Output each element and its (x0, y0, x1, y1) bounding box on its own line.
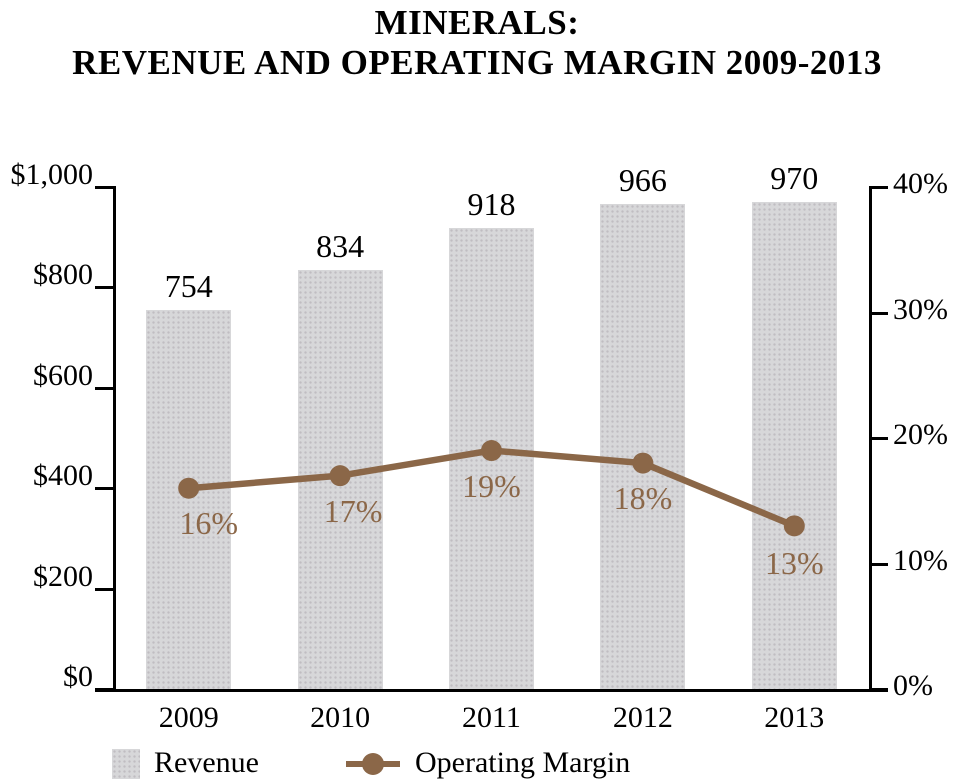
y-axis-tick-label-left: $1,000 (10, 158, 94, 191)
x-axis-line (95, 689, 888, 692)
y-axis-tick-label-left: $400 (33, 459, 93, 493)
revenue-bar (297, 270, 383, 689)
y-axis-tick-label-left: $0 (63, 660, 93, 693)
revenue-bar (600, 204, 686, 689)
y-axis-tick-label-right: 20% (893, 418, 948, 451)
y-axis-tick-label-left: $800 (33, 258, 93, 292)
operating-margin-value-label: 13% (764, 544, 824, 581)
x-axis-category-label: 2012 (612, 701, 673, 734)
legend-revenue-label: Revenue (154, 746, 259, 779)
y-axis-tick-left (95, 386, 113, 390)
revenue-bar (146, 310, 232, 689)
chart-title-line1: MINERALS: (374, 3, 580, 42)
y-axis-tick-left (95, 587, 113, 591)
revenue-bar-value-label: 970 (770, 160, 819, 197)
x-axis-category-label: 2010 (310, 701, 371, 734)
x-axis-category-label: 2013 (764, 701, 825, 734)
y-axis-tick-label-left: $200 (33, 559, 93, 593)
legend-margin-label: Operating Margin (415, 746, 631, 779)
y-axis-tick-label-right: 30% (893, 292, 948, 326)
y-axis-tick-label-right: 10% (893, 543, 948, 577)
y-axis-tick-right (870, 186, 888, 189)
y-axis-tick-right (870, 437, 888, 440)
legend-revenue-swatch (112, 749, 140, 779)
chart-title-line2: REVENUE AND OPERATING MARGIN 2009-2013 (72, 43, 882, 82)
operating-margin-value-label: 17% (323, 492, 383, 529)
left-axis-line (113, 186, 116, 692)
x-axis-category-label: 2009 (158, 701, 219, 734)
y-axis-tick-left (95, 286, 113, 290)
y-axis-tick-label-right: 40% (893, 167, 948, 200)
y-axis-tick-label-right: 0% (893, 669, 933, 702)
y-axis-tick-right (870, 311, 888, 315)
revenue-bar-value-label: 966 (618, 162, 667, 199)
operating-margin-value-label: 19% (462, 467, 521, 504)
legend-margin-dot-icon (362, 753, 384, 775)
revenue-bar-value-label: 754 (164, 268, 213, 305)
operating-margin-value-label: 16% (179, 505, 239, 542)
revenue-bar-value-label: 918 (467, 186, 516, 223)
y-axis-tick-right (870, 562, 888, 566)
y-axis-tick-right (870, 688, 888, 691)
y-axis-tick-label-left: $600 (33, 358, 93, 392)
y-axis-tick-left (95, 487, 113, 491)
operating-margin-value-label: 18% (613, 480, 673, 517)
chart-title: MINERALS: REVENUE AND OPERATING MARGIN 2… (0, 3, 954, 83)
revenue-bar-value-label: 834 (316, 228, 365, 265)
y-axis-tick-left (95, 688, 113, 691)
x-axis-category-label: 2011 (462, 701, 521, 734)
revenue-bar (449, 228, 534, 689)
revenue-bar (751, 202, 837, 689)
y-axis-tick-left (95, 186, 113, 189)
